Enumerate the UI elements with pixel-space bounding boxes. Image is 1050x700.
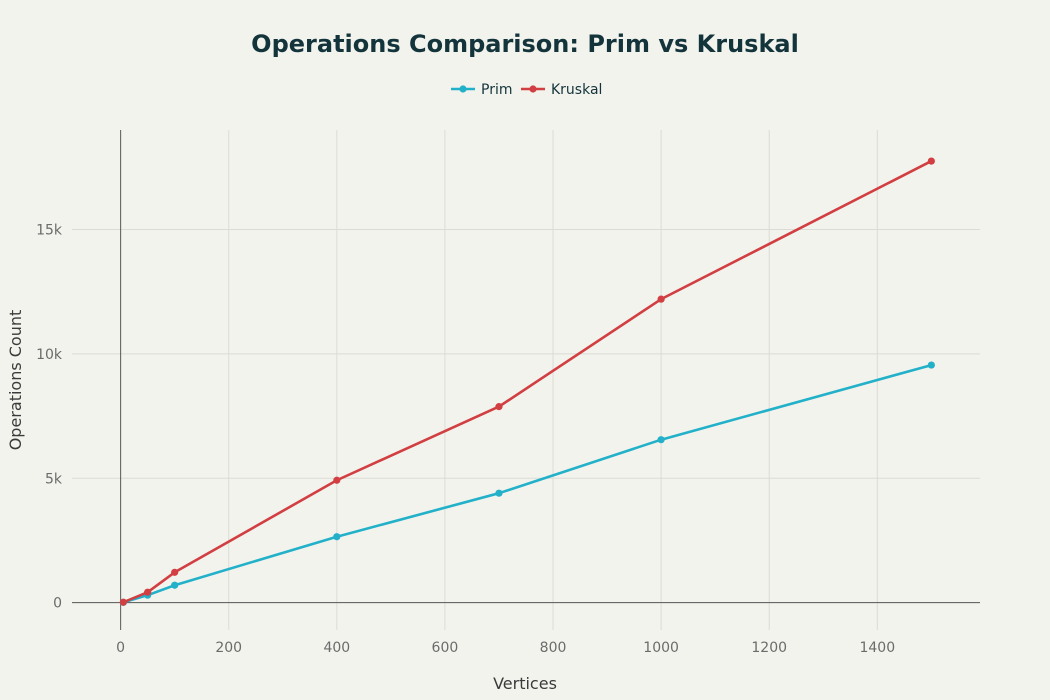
y-tick-label: 5k	[45, 471, 63, 487]
prim-line	[122, 363, 933, 604]
x-tick-label: 800	[540, 640, 567, 656]
legend-marker-kruskal	[529, 85, 537, 93]
x-tick-label: 0	[116, 640, 125, 656]
y-tick-label: 15k	[36, 223, 63, 239]
x-tick-label: 200	[215, 640, 242, 656]
series-prim	[119, 361, 935, 606]
kruskal-point	[495, 403, 503, 411]
legend-label-prim: Prim	[481, 82, 512, 98]
x-tick-label: 600	[432, 640, 459, 656]
y-axis-title: Operations Count	[6, 310, 25, 451]
y-tick-label: 0	[53, 596, 62, 612]
x-tick-label: 1400	[859, 640, 895, 656]
legend-item-kruskal[interactable]: Kruskal	[521, 82, 602, 98]
x-tick-label: 400	[323, 640, 350, 656]
legend-marker-prim	[459, 85, 467, 93]
series-layer	[119, 157, 935, 606]
x-axis-ticks: 0 200 400 600 800 1000 1200 1400	[116, 640, 895, 656]
y-axis-ticks: 0 5k 10k 15k	[36, 223, 63, 612]
kruskal-line	[122, 159, 933, 604]
y-tick-label: 10k	[36, 347, 63, 363]
prim-point	[657, 436, 665, 444]
series-kruskal	[119, 157, 935, 606]
prim-point	[333, 533, 341, 541]
kruskal-point	[657, 295, 665, 303]
x-axis-title: Vertices	[493, 674, 557, 693]
prim-point	[927, 361, 935, 369]
legend: Prim Kruskal	[451, 82, 602, 98]
chart-title: Operations Comparison: Prim vs Kruskal	[251, 30, 799, 58]
axes	[72, 130, 980, 630]
kruskal-point	[927, 157, 935, 165]
x-tick-label: 1000	[643, 640, 679, 656]
prim-point	[171, 581, 179, 589]
kruskal-point	[119, 598, 127, 606]
kruskal-point	[171, 568, 179, 576]
prim-point	[495, 489, 503, 497]
kruskal-point	[144, 588, 152, 596]
kruskal-point	[333, 476, 341, 484]
legend-label-kruskal: Kruskal	[551, 82, 602, 98]
x-tick-label: 1200	[751, 640, 787, 656]
legend-item-prim[interactable]: Prim	[451, 82, 512, 98]
